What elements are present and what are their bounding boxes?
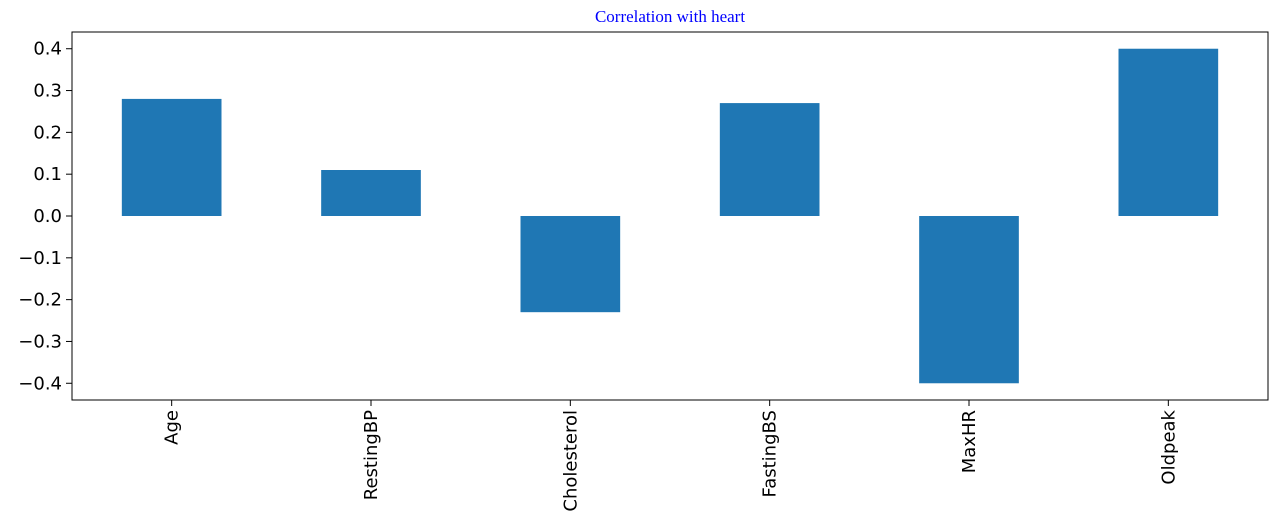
x-tick-label-fastingbs: FastingBS xyxy=(760,410,781,497)
x-tick-label-maxhr: MaxHR xyxy=(959,410,980,473)
x-tick-label-age: Age xyxy=(162,410,183,445)
y-axis: 0.4 0.3 0.2 0.1 0.0 −0.1 −0.2 −0.3 −0.4 xyxy=(18,39,72,394)
y-tick-label: 0.2 xyxy=(33,122,62,143)
y-tick-label: −0.4 xyxy=(18,373,62,394)
bar-oldpeak xyxy=(1118,48,1219,217)
bar-age xyxy=(121,98,222,216)
x-tick-label-restingbp: RestingBP xyxy=(361,410,382,500)
x-axis: Age RestingBP Cholesterol FastingBS MaxHR Old… xyxy=(162,400,1179,512)
axes-frame xyxy=(71,31,1269,401)
bars-group xyxy=(121,48,1219,384)
bar-fastingbs xyxy=(719,103,820,216)
y-tick-label: 0.1 xyxy=(33,164,62,185)
y-tick-label: −0.1 xyxy=(18,248,62,269)
y-tick-label: −0.2 xyxy=(18,290,62,311)
chart-title: Correlation with heart xyxy=(595,7,745,26)
x-tick-label-oldpeak: Oldpeak xyxy=(1158,409,1179,484)
bar-maxhr xyxy=(919,216,1019,384)
bar-restingbp xyxy=(321,170,421,216)
y-tick-label: 0.3 xyxy=(33,81,62,102)
y-tick-label: 0.4 xyxy=(33,39,62,60)
x-tick-label-cholesterol: Cholesterol xyxy=(560,410,581,512)
y-tick-label: 0.0 xyxy=(33,206,62,227)
bar-cholesterol xyxy=(520,216,621,313)
y-tick-label: −0.3 xyxy=(18,331,62,352)
